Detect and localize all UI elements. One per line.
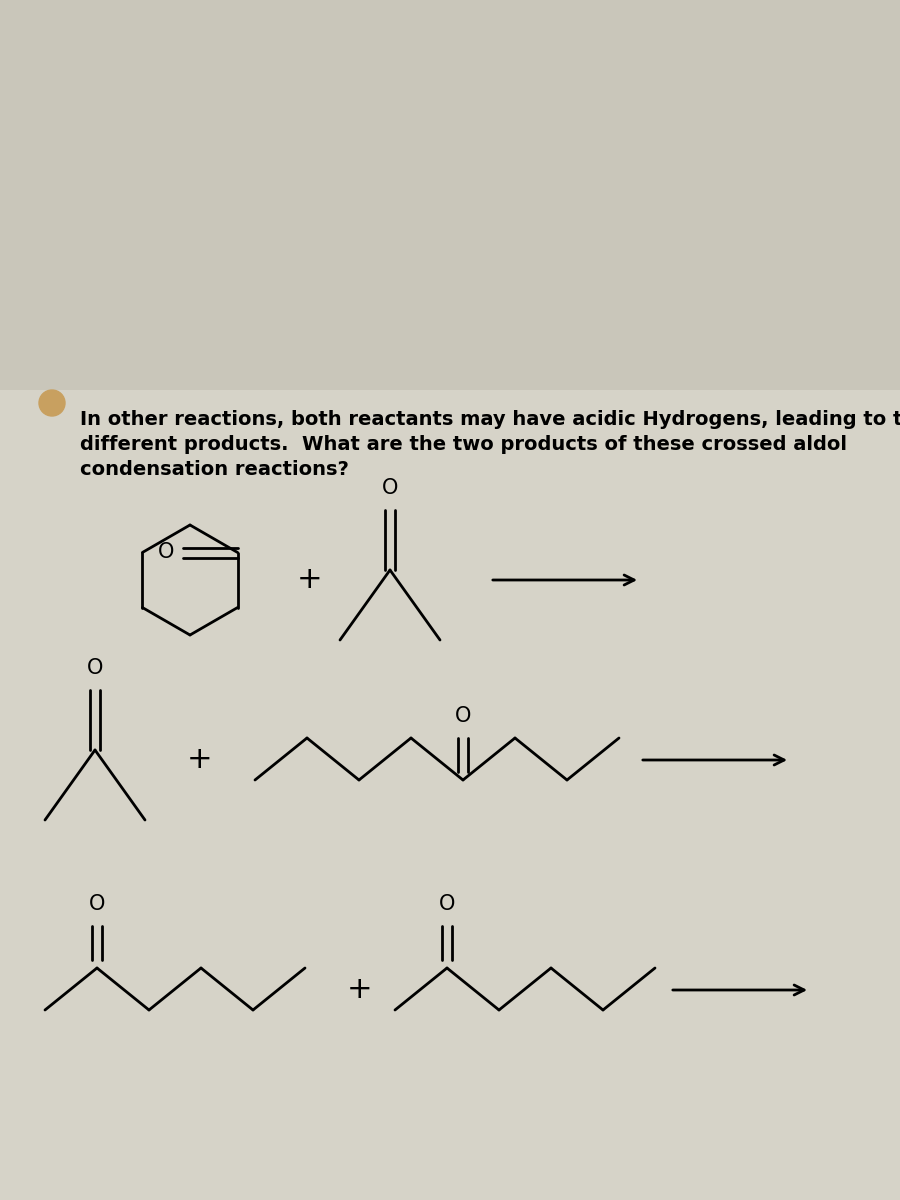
Text: O: O <box>382 478 398 498</box>
Text: +: + <box>297 565 323 594</box>
Text: O: O <box>86 658 104 678</box>
Text: O: O <box>439 894 455 914</box>
Text: In other reactions, both reactants may have acidic Hydrogens, leading to two
dif: In other reactions, both reactants may h… <box>80 410 900 479</box>
Text: +: + <box>187 745 212 774</box>
Text: O: O <box>158 542 175 563</box>
Text: O: O <box>454 706 472 726</box>
Circle shape <box>39 390 65 416</box>
Text: O: O <box>89 894 105 914</box>
Text: +: + <box>347 976 373 1004</box>
FancyBboxPatch shape <box>0 390 900 1200</box>
